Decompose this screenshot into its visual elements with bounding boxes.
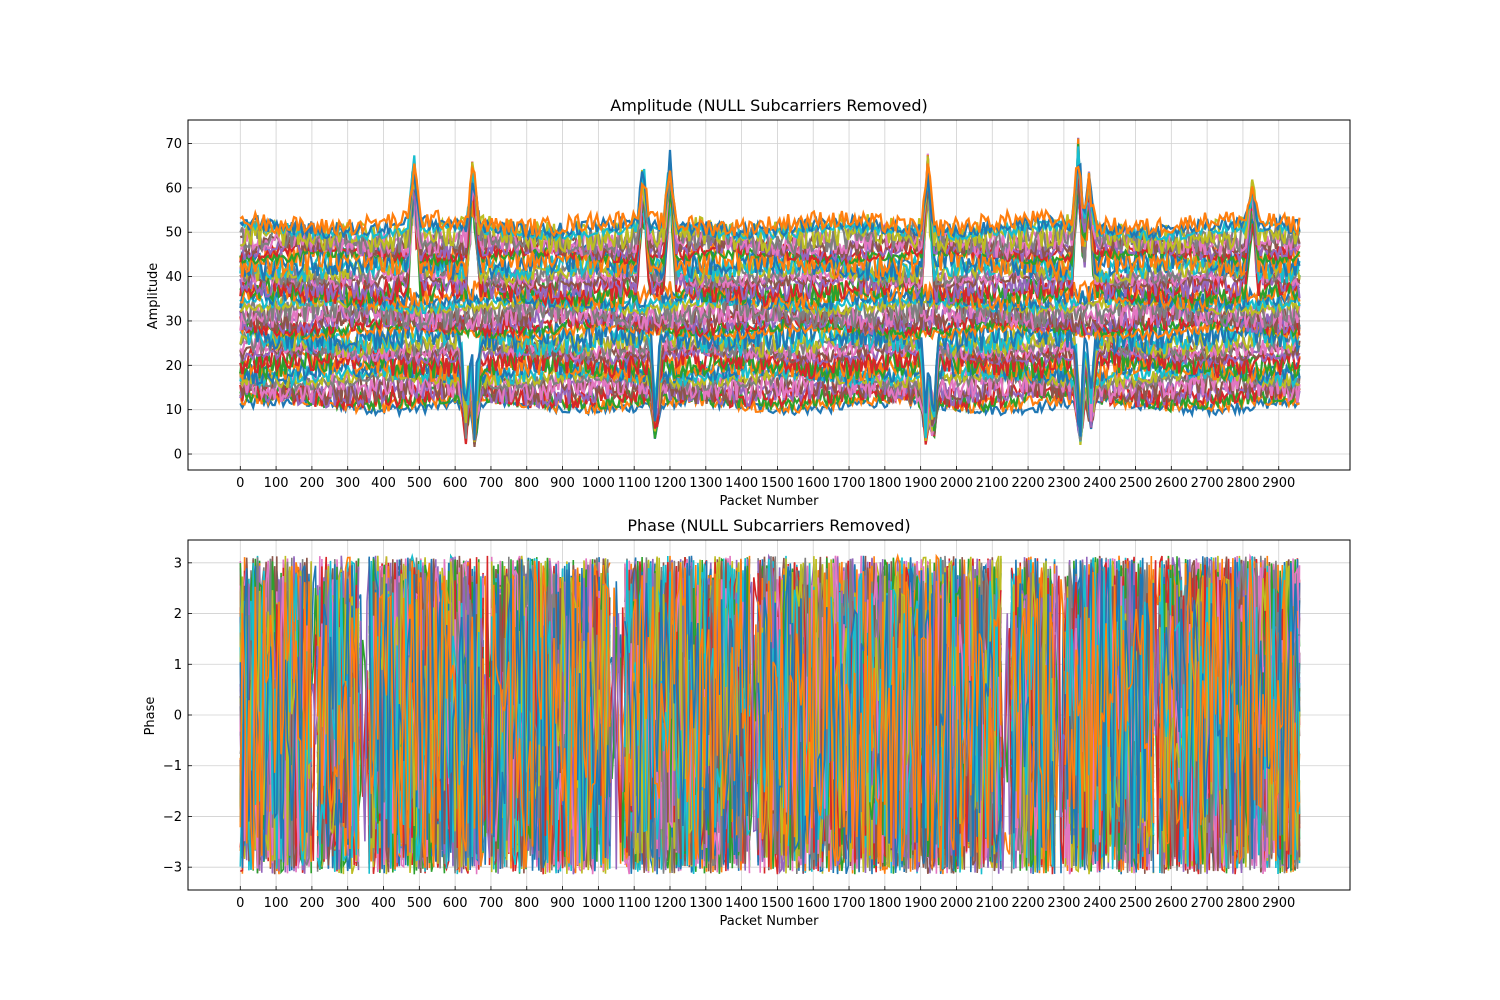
phase-x-tick-label: 1800 (868, 896, 901, 911)
amplitude-series-line (239, 291, 1301, 333)
phase-x-tick-label: 1000 (582, 896, 615, 911)
phase-y-tick-label: −1 (163, 759, 182, 774)
amplitude-y-tick-label: 60 (165, 181, 182, 196)
phase-x-tick-label: 2400 (1083, 896, 1116, 911)
amplitude-x-tick-label: 2300 (1047, 476, 1080, 491)
amplitude-x-tick-label: 1100 (618, 476, 651, 491)
phase-y-tick-label: 3 (174, 556, 182, 571)
amplitude-x-tick-label: 2700 (1191, 476, 1224, 491)
amplitude-x-tick-label: 900 (550, 476, 575, 491)
phase-x-tick-label: 2200 (1012, 896, 1045, 911)
phase-x-tick-label: 600 (443, 896, 468, 911)
amplitude-x-tick-label: 2800 (1226, 476, 1259, 491)
phase-x-tick-label: 2800 (1226, 896, 1259, 911)
amplitude-x-tick-label: 700 (479, 476, 504, 491)
amplitude-y-tick-label: 50 (165, 226, 182, 241)
phase-y-axis-label: Phase (143, 697, 158, 736)
amplitude-x-tick-label: 1800 (868, 476, 901, 491)
phase-x-tick-label: 2600 (1155, 896, 1188, 911)
amplitude-x-tick-label: 0 (236, 476, 244, 491)
amplitude-x-tick-label: 1500 (761, 476, 794, 491)
amplitude-x-tick-label: 2000 (940, 476, 973, 491)
amplitude-series-lines (239, 137, 1301, 447)
phase-x-tick-label: 2000 (940, 896, 973, 911)
amplitude-x-tick-label: 1600 (797, 476, 830, 491)
phase-x-tick-label: 300 (335, 896, 360, 911)
phase-x-tick-label: 2700 (1191, 896, 1224, 911)
amplitude-y-tick-label: 10 (165, 403, 182, 418)
phase-y-tick-label: 0 (174, 709, 182, 724)
phase-x-tick-label: 400 (371, 896, 396, 911)
phase-x-tick-label: 2500 (1119, 896, 1152, 911)
amplitude-y-axis-label: Amplitude (146, 263, 161, 330)
amplitude-y-tick-label: 0 (174, 448, 182, 463)
amplitude-y-tick-label: 30 (165, 314, 182, 329)
phase-x-tick-label: 200 (299, 896, 324, 911)
amplitude-x-tick-label: 800 (514, 476, 539, 491)
amplitude-y-tick-label: 40 (165, 270, 182, 285)
amplitude-title: Amplitude (NULL Subcarriers Removed) (610, 96, 927, 115)
amplitude-series-line (239, 341, 1301, 440)
phase-x-tick-label: 100 (264, 896, 289, 911)
amplitude-x-tick-label: 100 (264, 476, 289, 491)
amplitude-y-tick-label: 20 (165, 359, 182, 374)
amplitude-x-tick-label: 1000 (582, 476, 615, 491)
amplitude-x-tick-label: 1300 (689, 476, 722, 491)
phase-title: Phase (NULL Subcarriers Removed) (627, 516, 910, 535)
phase-x-tick-label: 2100 (976, 896, 1009, 911)
phase-x-tick-label: 0 (236, 896, 244, 911)
amplitude-series-line (239, 163, 1301, 239)
amplitude-x-tick-label: 1200 (653, 476, 686, 491)
amplitude-x-tick-label: 2600 (1155, 476, 1188, 491)
amplitude-series-line (239, 282, 1301, 315)
phase-series-lines (239, 553, 1301, 875)
amplitude-x-tick-label: 600 (443, 476, 468, 491)
phase-y-tick-label: −3 (163, 861, 182, 876)
phase-y-tick-label: −2 (163, 810, 182, 825)
amplitude-x-tick-label: 2400 (1083, 476, 1116, 491)
phase-x-tick-label: 800 (514, 896, 539, 911)
amplitude-x-tick-label: 1700 (832, 476, 865, 491)
phase-x-tick-label: 1500 (761, 896, 794, 911)
phase-series-line (239, 555, 1301, 874)
amplitude-x-tick-label: 400 (371, 476, 396, 491)
amplitude-x-tick-label: 500 (407, 476, 432, 491)
phase-x-tick-label: 2900 (1262, 896, 1295, 911)
amplitude-plot-frame (187, 119, 1351, 471)
phase-x-tick-label: 1200 (653, 896, 686, 911)
amplitude-ticks: 0 100 200 300 400 500 600 700 800 900 1000 1100 1200… (165, 137, 1295, 491)
amplitude-x-tick-label: 2200 (1012, 476, 1045, 491)
phase-x-tick-label: 1700 (832, 896, 865, 911)
phase-x-axis-label: Packet Number (720, 914, 820, 929)
amplitude-x-tick-label: 1400 (725, 476, 758, 491)
phase-x-tick-label: 700 (479, 896, 504, 911)
phase-ticks: 0 100 200 300 400 500 600 700 800 900 1000 1100 1200… (163, 556, 1295, 911)
phase-x-tick-label: 1400 (725, 896, 758, 911)
amplitude-x-tick-label: 2900 (1262, 476, 1295, 491)
phase-y-tick-label: 2 (174, 607, 182, 622)
amplitude-x-tick-label: 2500 (1119, 476, 1152, 491)
amplitude-x-tick-label: 300 (335, 476, 360, 491)
amplitude-x-tick-label: 2100 (976, 476, 1009, 491)
phase-x-tick-label: 1100 (618, 896, 651, 911)
amplitude-y-tick-label: 70 (165, 137, 182, 152)
amplitude-x-tick-label: 1900 (904, 476, 937, 491)
phase-y-tick-label: 1 (174, 658, 182, 673)
phase-x-tick-label: 900 (550, 896, 575, 911)
phase-x-tick-label: 1900 (904, 896, 937, 911)
amplitude-subplot: 0 100 200 300 400 500 600 700 800 900 1000 1100 1200… (146, 96, 1351, 509)
amplitude-x-axis-label: Packet Number (720, 494, 820, 509)
phase-x-tick-label: 1300 (689, 896, 722, 911)
phase-x-tick-label: 2300 (1047, 896, 1080, 911)
phase-subplot: 0 100 200 300 400 500 600 700 800 900 1000 1100 1200… (143, 516, 1351, 929)
phase-x-tick-label: 1600 (797, 896, 830, 911)
phase-x-tick-label: 500 (407, 896, 432, 911)
amplitude-x-tick-label: 200 (299, 476, 324, 491)
